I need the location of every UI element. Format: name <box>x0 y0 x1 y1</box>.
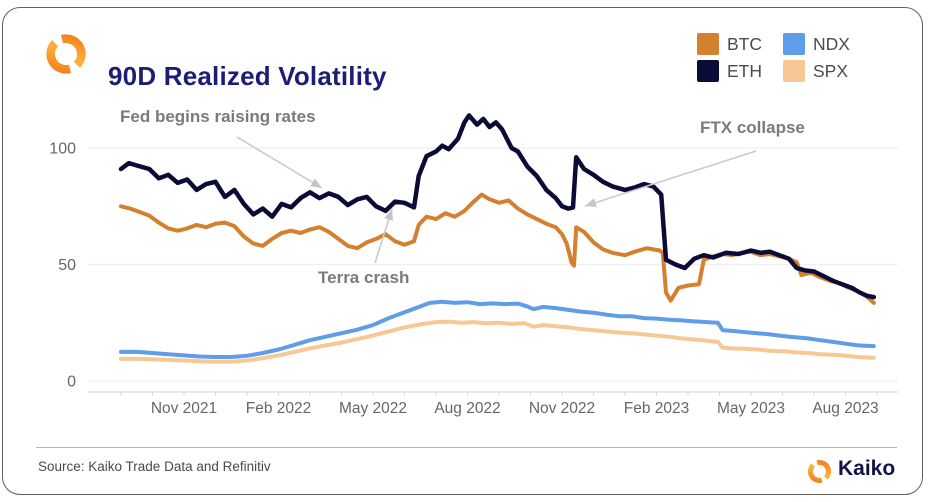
svg-text:May 2022: May 2022 <box>339 400 407 417</box>
btc-swatch <box>697 33 719 55</box>
legend-item-btc: BTC <box>697 33 762 55</box>
svg-text:May 2023: May 2023 <box>717 400 785 417</box>
svg-text:50: 50 <box>58 257 76 274</box>
legend-label: NDX <box>813 34 850 54</box>
page-title: 90D Realized Volatility <box>108 61 387 92</box>
annotation-fed-raising-rates: Fed begins raising rates <box>120 107 316 126</box>
svg-text:Feb 2022: Feb 2022 <box>246 400 312 417</box>
svg-text:0: 0 <box>67 374 76 391</box>
legend-item-eth: ETH <box>697 60 762 82</box>
footer-divider <box>36 447 897 448</box>
legend-label: BTC <box>727 34 762 54</box>
svg-text:Nov 2022: Nov 2022 <box>529 400 595 417</box>
svg-text:Feb 2023: Feb 2023 <box>624 400 690 417</box>
svg-text:100: 100 <box>49 141 76 158</box>
eth-swatch <box>697 60 719 82</box>
legend: BTC ETH NDX SPX <box>697 33 850 82</box>
legend-label: ETH <box>727 61 762 81</box>
source-note: Source: Kaiko Trade Data and Refinitiv <box>38 459 271 474</box>
legend-label: SPX <box>813 61 849 81</box>
ndx-swatch <box>783 33 805 55</box>
svg-text:Nov 2021: Nov 2021 <box>151 400 217 417</box>
kaiko-logo-icon <box>806 458 833 490</box>
kaiko-wordmark: Kaiko <box>838 457 896 480</box>
kaiko-logo-icon <box>42 31 90 82</box>
annotation-ftx-collapse: FTX collapse <box>700 118 805 137</box>
annotation-terra-crash: Terra crash <box>318 268 410 287</box>
svg-text:Aug 2023: Aug 2023 <box>812 400 878 417</box>
spx-swatch <box>783 60 805 82</box>
legend-item-ndx: NDX <box>783 33 850 55</box>
svg-text:Aug 2022: Aug 2022 <box>434 400 500 417</box>
legend-item-spx: SPX <box>783 60 849 82</box>
